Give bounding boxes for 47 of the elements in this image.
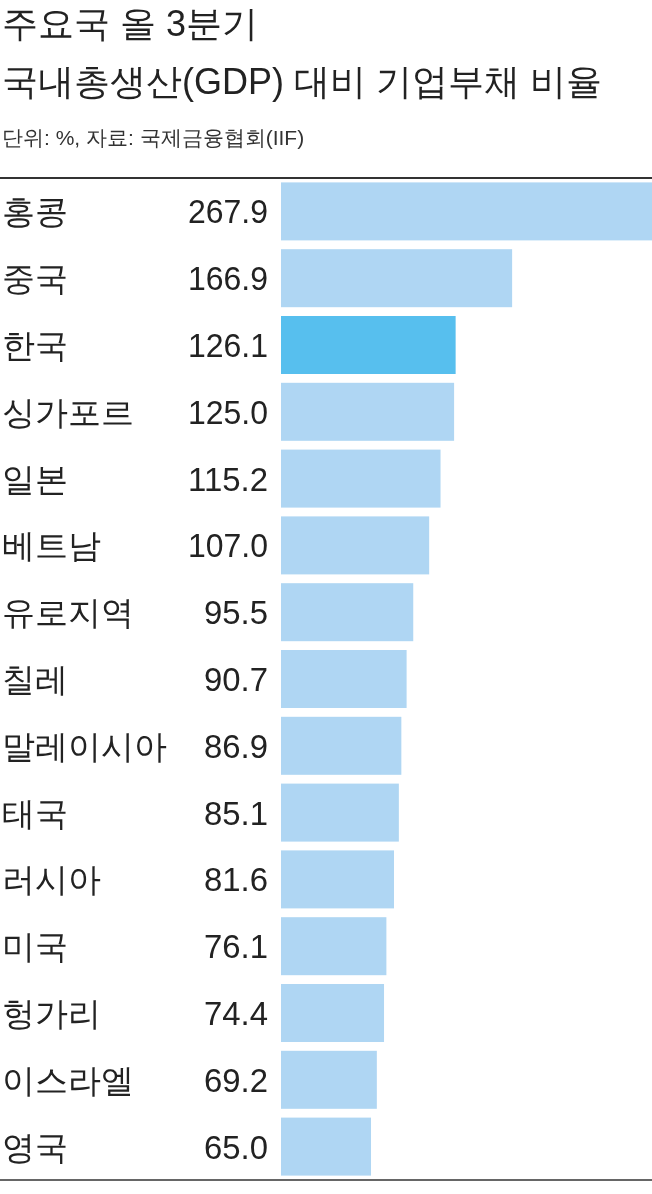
- y-tick-label: 러시아: [2, 861, 101, 899]
- data-label: 95.5: [204, 594, 269, 632]
- y-tick-label: 홍콩: [2, 193, 68, 231]
- bar: [281, 650, 407, 708]
- data-label: 267.9: [188, 193, 271, 231]
- bar: [281, 783, 399, 842]
- y-tick-label: 헝가리: [2, 995, 101, 1032]
- data-label: 69.2: [204, 1061, 269, 1099]
- data-label: 85.1: [204, 794, 269, 832]
- data-label: 115.2: [188, 460, 269, 498]
- data-label: 126.1: [188, 327, 271, 364]
- data-label: 166.9: [188, 260, 271, 298]
- data-label: 76.1: [204, 928, 269, 966]
- bar: [281, 1117, 372, 1176]
- data-label: 65.0: [204, 1128, 269, 1166]
- bar: [281, 984, 385, 1042]
- bar: [281, 516, 430, 575]
- chart-title: 주요국 올 3분기 국내총생산(GDP) 대비 기업부채 비율: [2, 3, 602, 102]
- bar: [281, 583, 414, 642]
- y-tick-label: 영국: [2, 1128, 68, 1166]
- bar: [281, 850, 394, 909]
- bar: [281, 1050, 377, 1109]
- data-label: 86.9: [204, 727, 269, 765]
- data-label: 125.0: [188, 393, 271, 431]
- data-label: 90.7: [204, 661, 269, 698]
- y-tick-label: 중국: [2, 260, 68, 298]
- y-tick-label: 이스라엘: [2, 1061, 134, 1099]
- bar: [281, 382, 455, 441]
- data-label: 74.4: [204, 995, 269, 1032]
- y-tick-label: 한국: [2, 327, 68, 364]
- bar: [281, 182, 652, 241]
- y-tick-label: 유로지역: [2, 594, 134, 632]
- bar: [281, 449, 441, 508]
- bar: [281, 316, 456, 374]
- y-tick-label: 베트남: [2, 527, 101, 565]
- bar: [281, 716, 402, 775]
- y-tick-label: 태국: [2, 794, 68, 832]
- chart-subtitle: 단위: %, 자료: 국제금융협회(IIF): [2, 126, 305, 149]
- y-tick-label: 싱가포르: [2, 393, 134, 431]
- y-tick-label: 일본: [2, 460, 68, 498]
- bar: [281, 917, 387, 976]
- y-tick-label: 미국: [2, 928, 68, 966]
- y-tick-label: 칠레: [2, 661, 68, 698]
- y-tick-label: 말레이시아: [2, 727, 167, 765]
- bar: [281, 249, 513, 308]
- data-label: 81.6: [204, 861, 269, 899]
- data-label: 107.0: [188, 527, 271, 565]
